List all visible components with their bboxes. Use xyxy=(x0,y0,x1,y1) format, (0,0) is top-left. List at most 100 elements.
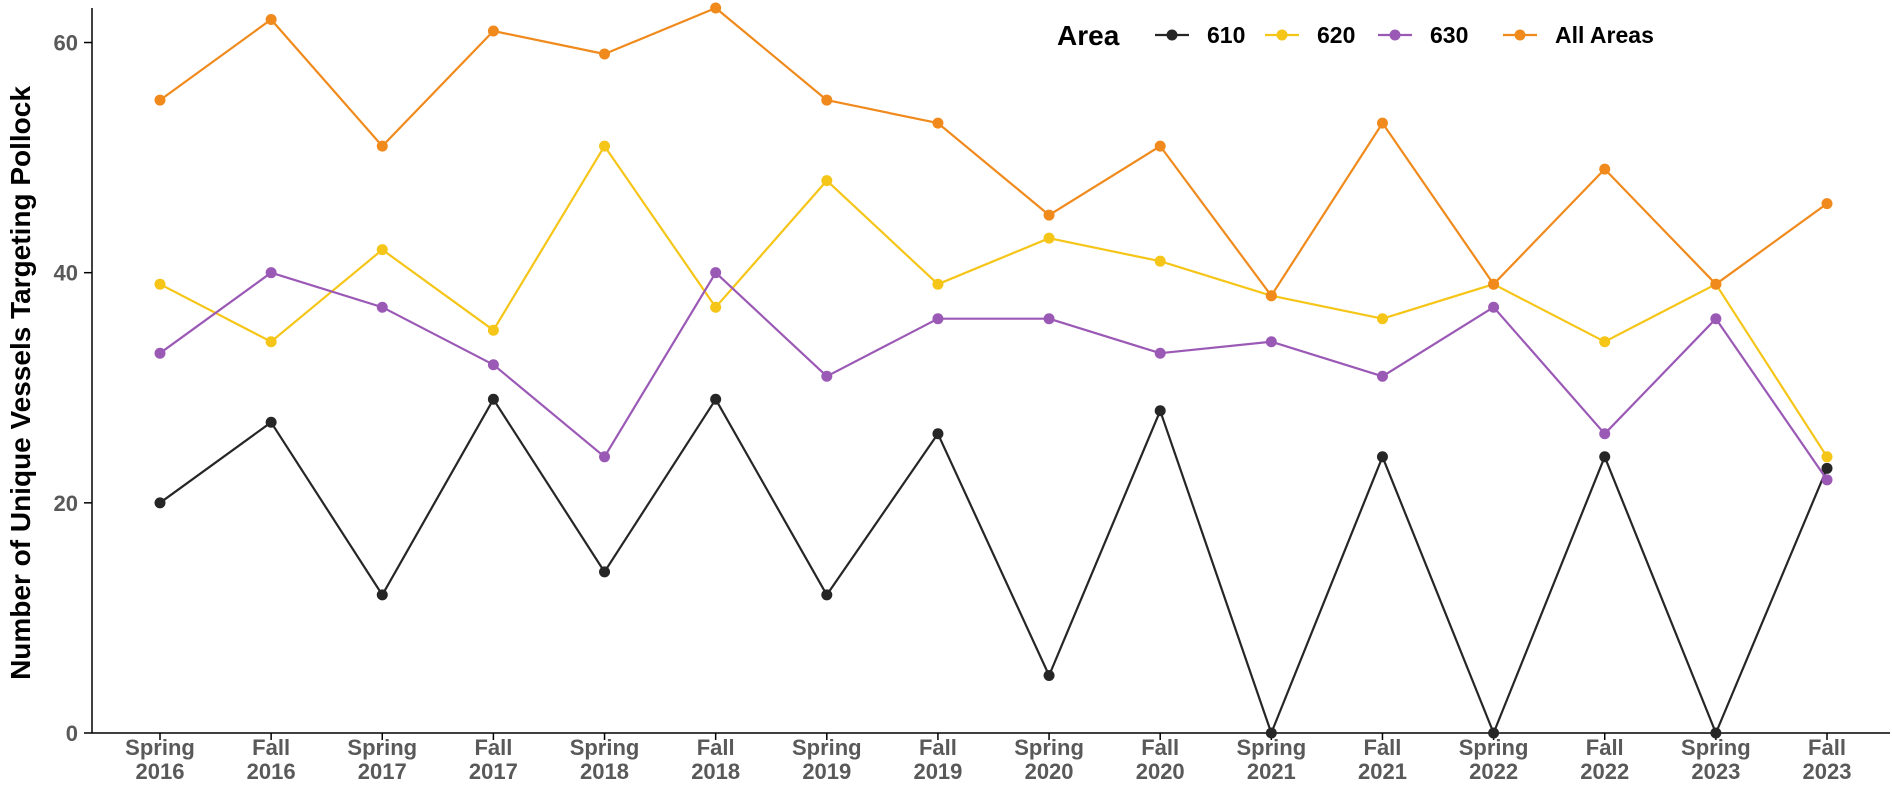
data-point xyxy=(1043,669,1055,681)
data-point xyxy=(821,589,833,601)
x-tick-label-line: Fall xyxy=(1808,735,1846,760)
y-tick-label: 20 xyxy=(54,491,78,516)
data-point xyxy=(1043,232,1055,244)
data-point xyxy=(1376,117,1388,129)
x-tick-label-line: Fall xyxy=(1141,735,1179,760)
data-point xyxy=(1488,727,1500,739)
legend-marker xyxy=(1514,29,1526,41)
x-tick-label-line: Fall xyxy=(697,735,735,760)
legend-label: 630 xyxy=(1430,22,1468,48)
data-point xyxy=(1710,313,1722,325)
data-point xyxy=(154,94,166,106)
x-tick-label: Spring 2019 xyxy=(792,735,862,784)
data-point xyxy=(599,48,611,60)
data-point xyxy=(265,416,277,428)
x-tick-label-line: Spring xyxy=(570,735,640,760)
x-tick-label-line: Fall xyxy=(252,735,290,760)
data-point xyxy=(710,301,722,313)
x-tick-label: Fall 2019 xyxy=(913,735,962,784)
x-tick-label-line: Spring xyxy=(125,735,195,760)
data-point xyxy=(599,140,611,152)
data-point xyxy=(1265,290,1277,302)
legend-label: 610 xyxy=(1207,22,1245,48)
data-point xyxy=(1821,474,1833,486)
data-point xyxy=(1821,198,1833,210)
data-point xyxy=(932,313,944,325)
x-tick-label-line: Spring xyxy=(1681,735,1751,760)
series xyxy=(154,2,1833,739)
data-point xyxy=(376,140,388,152)
data-point xyxy=(710,267,722,279)
data-point xyxy=(1154,347,1166,359)
x-tick-label-line: Fall xyxy=(1364,735,1402,760)
x-tick-label-line: Fall xyxy=(919,735,957,760)
x-tick-label: Spring 2018 xyxy=(570,735,640,784)
legend-items: 610 620 630 All Areas xyxy=(1155,22,1654,48)
legend-marker xyxy=(1389,29,1401,41)
legend-item: 630 xyxy=(1378,22,1468,48)
axes xyxy=(91,8,1890,734)
data-point xyxy=(1154,140,1166,152)
x-tick-label: Fall 2021 xyxy=(1358,735,1407,784)
x-tick-label-line: Spring xyxy=(347,735,417,760)
x-tick-label-line: 2021 xyxy=(1247,759,1296,784)
legend-label: All Areas xyxy=(1555,22,1654,48)
x-tick-label-line: Fall xyxy=(1586,735,1624,760)
x-tick-label: Fall 2022 xyxy=(1580,735,1629,784)
data-point xyxy=(1043,313,1055,325)
data-point xyxy=(1599,163,1611,175)
data-point xyxy=(821,94,833,106)
x-tick-label-line: Spring xyxy=(792,735,862,760)
data-point xyxy=(1710,727,1722,739)
series-630 xyxy=(154,267,1833,486)
x-tick-label-line: 2022 xyxy=(1469,759,1518,784)
x-tick-label-line: 2023 xyxy=(1691,759,1740,784)
data-point xyxy=(821,370,833,382)
y-axis-title: Number of Unique Vessels Targeting Pollo… xyxy=(5,86,36,680)
data-point xyxy=(1043,209,1055,221)
legend: Area 610 620 630 All Areas xyxy=(1057,20,1654,51)
data-point xyxy=(154,347,166,359)
series-line xyxy=(159,271,1828,481)
data-point xyxy=(265,336,277,348)
data-point xyxy=(265,14,277,26)
data-point xyxy=(1599,336,1611,348)
legend-marker xyxy=(1276,29,1288,41)
legend-title: Area xyxy=(1057,20,1120,51)
x-tick-label-line: 2016 xyxy=(136,759,185,784)
x-tick-label-line: 2017 xyxy=(358,759,407,784)
data-point xyxy=(1154,405,1166,417)
x-tick-label: Spring 2023 xyxy=(1681,735,1751,784)
data-point xyxy=(599,566,611,578)
series-610 xyxy=(154,393,1833,739)
x-tick-label-line: 2020 xyxy=(1136,759,1185,784)
series-line xyxy=(159,145,1828,458)
x-tick-label-line: 2017 xyxy=(469,759,518,784)
data-point xyxy=(376,589,388,601)
x-tick-label-line: Spring xyxy=(1236,735,1306,760)
x-tick-label: Spring 2016 xyxy=(125,735,195,784)
x-tick-label: Fall 2016 xyxy=(247,735,296,784)
x-tick-label-line: Spring xyxy=(1459,735,1529,760)
x-tick-label-line: 2023 xyxy=(1803,759,1852,784)
x-tick-label: Fall 2017 xyxy=(469,735,518,784)
data-point xyxy=(932,278,944,290)
y-ticks: 0 20 40 60 xyxy=(54,31,92,746)
data-point xyxy=(154,497,166,509)
x-tick-label-line: 2021 xyxy=(1358,759,1407,784)
x-tick-label-line: 2019 xyxy=(802,759,851,784)
x-tick-label: Fall 2018 xyxy=(691,735,740,784)
data-point xyxy=(1265,336,1277,348)
data-point xyxy=(932,117,944,129)
legend-item: 620 xyxy=(1265,22,1355,48)
x-tick-label-line: 2018 xyxy=(580,759,629,784)
y-tick-label: 0 xyxy=(66,721,78,746)
data-point xyxy=(599,451,611,463)
data-point xyxy=(1376,451,1388,463)
x-tick-label: Spring 2021 xyxy=(1236,735,1306,784)
legend-item: All Areas xyxy=(1503,22,1654,48)
x-tick-label: Fall 2023 xyxy=(1803,735,1852,784)
data-point xyxy=(1488,278,1500,290)
data-point xyxy=(821,175,833,187)
